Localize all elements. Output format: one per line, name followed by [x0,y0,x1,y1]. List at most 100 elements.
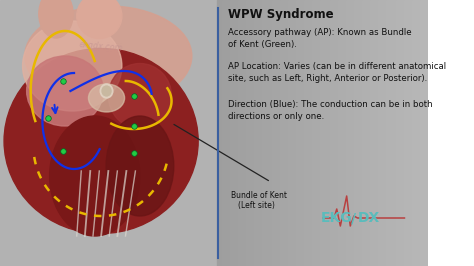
Bar [280,0,283,266]
Bar [283,0,286,266]
Bar [254,0,257,266]
Ellipse shape [23,21,122,111]
Bar [349,0,352,266]
Bar [401,0,405,266]
Text: DX: DX [357,211,380,225]
Bar [233,0,236,266]
Bar [217,0,220,266]
Bar [309,0,313,266]
Ellipse shape [102,86,111,96]
Text: ekgdx.com: ekgdx.com [79,40,123,53]
Bar [248,0,252,266]
Bar [410,0,413,266]
Bar [317,0,320,266]
Bar [319,0,323,266]
Bar [367,0,371,266]
Bar [235,0,239,266]
Bar [386,0,389,266]
Ellipse shape [106,116,174,216]
Bar [378,0,381,266]
Ellipse shape [50,116,140,236]
Bar [277,0,281,266]
Bar [243,0,246,266]
Bar [423,0,426,266]
Text: (Left site): (Left site) [238,201,275,210]
Bar [227,0,231,266]
Bar [291,0,294,266]
Bar [375,0,379,266]
Bar [359,0,363,266]
Bar [365,0,368,266]
Bar [219,0,223,266]
Bar [415,0,418,266]
Bar [399,0,402,266]
Bar [0,0,217,266]
Bar [425,0,429,266]
Text: Accessory pathway (AP): Known as Bundle
of Kent (Green).: Accessory pathway (AP): Known as Bundle … [228,28,411,49]
Bar [346,0,350,266]
Text: Direction (Blue): The conduction can be in both
directions or only one.: Direction (Blue): The conduction can be … [228,100,432,121]
Bar [225,0,228,266]
Bar [251,0,255,266]
Bar [222,0,226,266]
Bar [362,0,365,266]
Ellipse shape [77,0,122,39]
Text: Bundle of Kent: Bundle of Kent [231,191,287,200]
Bar [238,0,241,266]
Bar [330,0,334,266]
Bar [246,0,249,266]
Bar [391,0,394,266]
Bar [314,0,318,266]
Bar [293,0,297,266]
Bar [341,0,344,266]
Bar [393,0,397,266]
Ellipse shape [4,48,198,234]
Bar [333,0,337,266]
Bar [299,0,302,266]
Ellipse shape [25,6,192,106]
Bar [296,0,300,266]
Bar [388,0,392,266]
Bar [396,0,400,266]
Text: WPW Syndrome: WPW Syndrome [228,8,333,21]
Bar [420,0,424,266]
Bar [418,0,421,266]
Ellipse shape [39,0,73,38]
Bar [370,0,374,266]
Bar [285,0,289,266]
Bar [270,0,273,266]
Ellipse shape [89,84,125,112]
Bar [412,0,416,266]
Bar [322,0,326,266]
Bar [381,0,384,266]
Ellipse shape [100,84,113,98]
Bar [312,0,315,266]
Bar [264,0,268,266]
Bar [288,0,292,266]
Bar [259,0,263,266]
Bar [336,0,339,266]
Bar [354,0,357,266]
Bar [262,0,265,266]
Ellipse shape [27,56,103,126]
Bar [256,0,260,266]
Bar [272,0,276,266]
Bar [328,0,331,266]
Bar [407,0,410,266]
Bar [344,0,347,266]
Bar [338,0,342,266]
Bar [275,0,278,266]
Bar [404,0,408,266]
Bar [356,0,360,266]
Bar [325,0,328,266]
Text: /: / [351,211,356,225]
Bar [301,0,305,266]
Bar [307,0,310,266]
Text: AP Location: Varies (can be in different anatomical
site, such as Left, Right, A: AP Location: Varies (can be in different… [228,62,446,83]
Bar [240,0,244,266]
Bar [373,0,376,266]
Text: EKG: EKG [320,211,352,225]
Bar [383,0,387,266]
Bar [230,0,233,266]
Bar [304,0,307,266]
